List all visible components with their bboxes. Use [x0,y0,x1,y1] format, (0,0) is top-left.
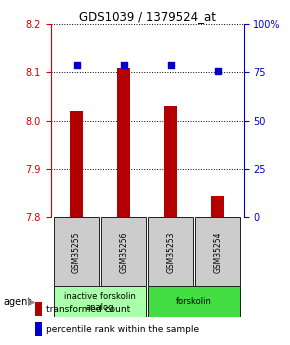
Bar [211,196,224,217]
Point [74,62,79,68]
Text: forskolin: forskolin [176,297,212,306]
Bar [101,217,146,286]
Text: transformed count: transformed count [46,305,131,314]
Title: GDS1039 / 1379524_at: GDS1039 / 1379524_at [79,10,216,23]
Bar [148,286,240,317]
Text: agent: agent [3,297,31,307]
Text: inactive forskolin
analog: inactive forskolin analog [64,292,136,312]
Text: GSM35253: GSM35253 [166,231,175,273]
Bar [35,302,42,316]
Text: GSM35256: GSM35256 [119,231,128,273]
Bar [54,217,99,286]
Text: GSM35254: GSM35254 [213,231,222,273]
Bar [35,322,42,336]
Bar [54,286,146,317]
Text: percentile rank within the sample: percentile rank within the sample [46,325,200,334]
Text: GSM35255: GSM35255 [72,231,81,273]
Bar [164,106,177,217]
Point [121,62,126,68]
Point [168,62,173,68]
Bar [117,68,130,217]
Bar [148,217,193,286]
Bar [70,111,83,217]
Point [215,68,220,73]
Bar [195,217,240,286]
Text: ▶: ▶ [28,297,35,307]
